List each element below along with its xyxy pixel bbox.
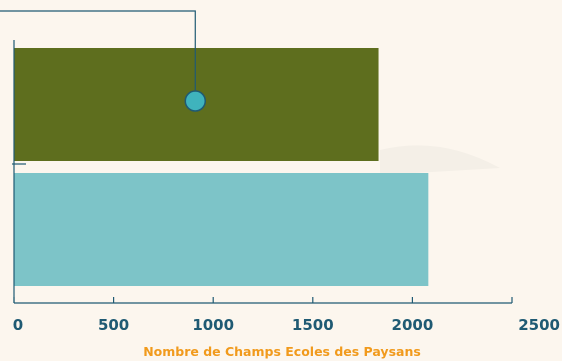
x-tick-label-3: 1500 [292,316,334,334]
x-axis-ticks: 0 500 1000 1500 2000 2500 [13,297,560,334]
bars-group [14,48,429,286]
annotation-leader-line [0,10,196,91]
x-tick-label-0: 0 [13,316,23,334]
bar-2 [14,173,429,286]
x-tick-label-4: 2000 [392,316,434,334]
x-tick-label-2: 1000 [192,316,234,334]
x-tick-label-1: 500 [98,316,129,334]
background-decoration [380,145,500,175]
annotation-marker [184,90,207,112]
x-tick-label-5: 2500 [518,316,560,334]
x-axis-title: Nombre de Champs Ecoles des Paysans [143,344,421,359]
